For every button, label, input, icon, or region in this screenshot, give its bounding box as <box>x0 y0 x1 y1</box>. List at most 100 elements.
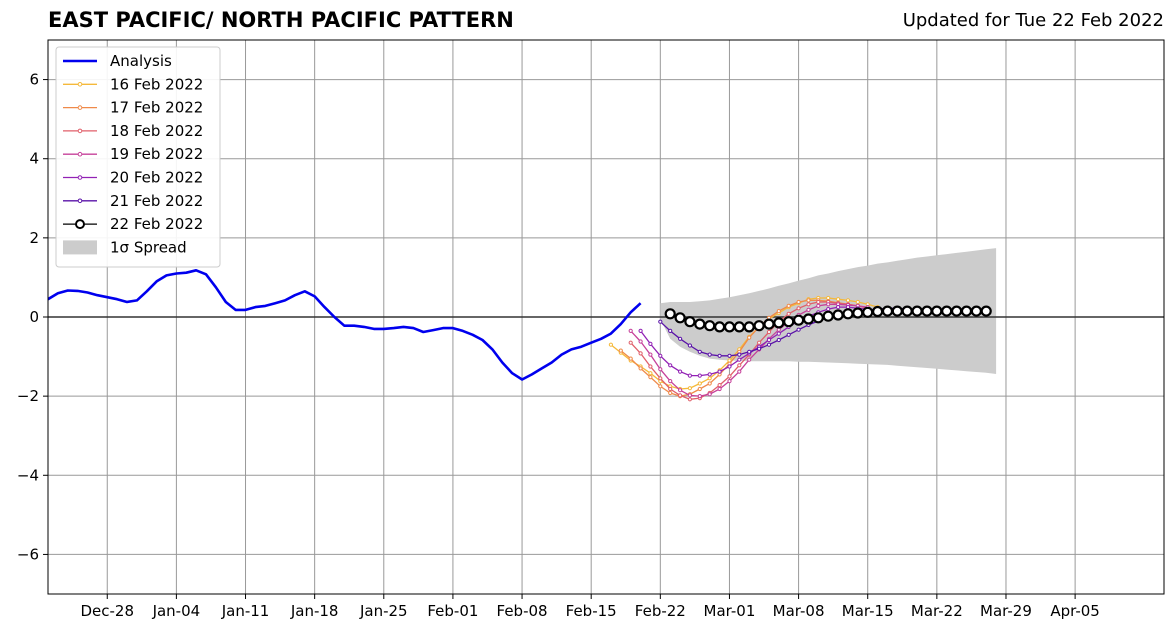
legend-marker <box>77 128 83 134</box>
forecast-point <box>658 367 663 372</box>
forecast-point <box>796 306 801 311</box>
forecast-point <box>826 307 831 312</box>
forecast-point <box>648 375 653 380</box>
forecast-point <box>687 393 693 398</box>
forecast-point <box>697 394 702 399</box>
forecast-point <box>931 305 943 317</box>
forecast-point <box>638 339 643 344</box>
forecast-point <box>763 318 775 330</box>
forecast-point <box>678 369 683 374</box>
forecast-point <box>891 305 903 317</box>
forecast-point <box>694 318 706 330</box>
forecast-point <box>836 297 841 302</box>
x-tick-label: Mar-29 <box>980 602 1032 620</box>
forecast-point <box>668 363 673 368</box>
x-tick-label: Mar-01 <box>704 602 756 620</box>
forecast-point <box>802 313 815 325</box>
forecast-point <box>911 305 923 317</box>
forecast-point <box>727 374 732 379</box>
forecast-point <box>806 307 811 312</box>
forecast-point <box>816 303 821 308</box>
forecast-point <box>697 386 702 392</box>
legend: Analysis 16 Feb 2022 17 Feb 2022 18 Feb 202… <box>55 46 221 268</box>
forecast-point <box>776 309 781 314</box>
forecast-point <box>638 366 643 371</box>
legend-marker <box>77 105 83 110</box>
forecast-point <box>783 316 795 328</box>
x-tick-label: Jan-11 <box>221 602 270 620</box>
forecast-point <box>668 379 673 384</box>
forecast-point <box>852 307 864 319</box>
forecast-point <box>822 310 834 322</box>
forecast-point <box>766 342 772 347</box>
forecast-point <box>792 314 805 326</box>
analysis-line <box>48 268 642 381</box>
chart-title: EAST PACIFIC/ NORTH PACIFIC PATTERN <box>48 8 514 32</box>
forecast-point <box>862 306 874 318</box>
forecast-point <box>776 327 781 332</box>
x-tick-label: Apr-05 <box>1050 602 1100 620</box>
forecast-point <box>747 357 752 362</box>
forecast-point <box>727 364 732 369</box>
forecast-point <box>678 388 683 393</box>
y-tick-label: 6 <box>29 71 39 89</box>
forecast-point <box>842 308 854 320</box>
forecast-point <box>826 302 831 307</box>
forecast-point <box>658 376 663 381</box>
x-tick-label: Jan-18 <box>290 602 339 620</box>
x-tick-label: Feb-08 <box>497 602 548 620</box>
forecast-point <box>806 302 811 307</box>
forecast-point <box>806 298 811 303</box>
forecast-point <box>737 352 742 357</box>
forecast-point <box>628 328 633 333</box>
x-tick-label: Jan-04 <box>152 602 201 620</box>
legend-label: 1σ Spread <box>110 238 187 256</box>
forecast-point <box>687 373 693 378</box>
forecast-point <box>638 351 643 356</box>
forecast-point <box>796 327 801 332</box>
legend-marker <box>77 151 83 157</box>
forecast-point <box>871 305 884 318</box>
forecast-point <box>747 349 752 354</box>
forecast-point <box>747 335 752 340</box>
forecast-point <box>717 353 722 358</box>
forecast-point <box>687 386 693 391</box>
forecast-point <box>836 305 841 310</box>
forecast-point <box>684 316 696 328</box>
x-tick-label: Feb-22 <box>635 602 686 620</box>
forecast-point <box>881 305 894 317</box>
forecast-point <box>816 299 821 305</box>
x-tick-label: Mar-22 <box>911 602 963 620</box>
forecast-point <box>776 331 781 336</box>
forecast-point <box>704 320 716 332</box>
legend-box <box>55 46 221 268</box>
forecast-point <box>786 311 791 316</box>
forecast-point <box>757 346 762 351</box>
forecast-point <box>717 386 722 392</box>
forecast-point <box>658 384 663 389</box>
forecast-point <box>628 340 633 345</box>
forecast-point <box>713 321 726 333</box>
forecast-point <box>950 305 963 317</box>
x-tick-label: Feb-15 <box>566 602 617 620</box>
legend-marker <box>77 198 83 204</box>
legend-label: 19 Feb 2022 <box>110 145 203 163</box>
forecast-point <box>707 381 712 386</box>
chart-subtitle: Updated for Tue 22 Feb 2022 <box>902 10 1164 31</box>
forecast-point <box>707 352 712 357</box>
forecast-point <box>901 305 913 317</box>
forecast-point <box>668 390 673 396</box>
forecast-point <box>638 328 643 333</box>
forecast-point <box>668 386 673 392</box>
forecast-point <box>674 312 686 324</box>
forecast-point <box>773 317 785 329</box>
y-tick-label: −6 <box>17 545 39 563</box>
forecast-point <box>980 305 992 317</box>
forecast-point <box>743 321 755 333</box>
forecast-point <box>776 337 781 343</box>
forecast-point <box>717 383 722 388</box>
forecast-point <box>678 393 683 398</box>
forecast-point <box>697 381 702 386</box>
legend-label: 16 Feb 2022 <box>110 75 203 93</box>
legend-label: 17 Feb 2022 <box>110 99 203 117</box>
